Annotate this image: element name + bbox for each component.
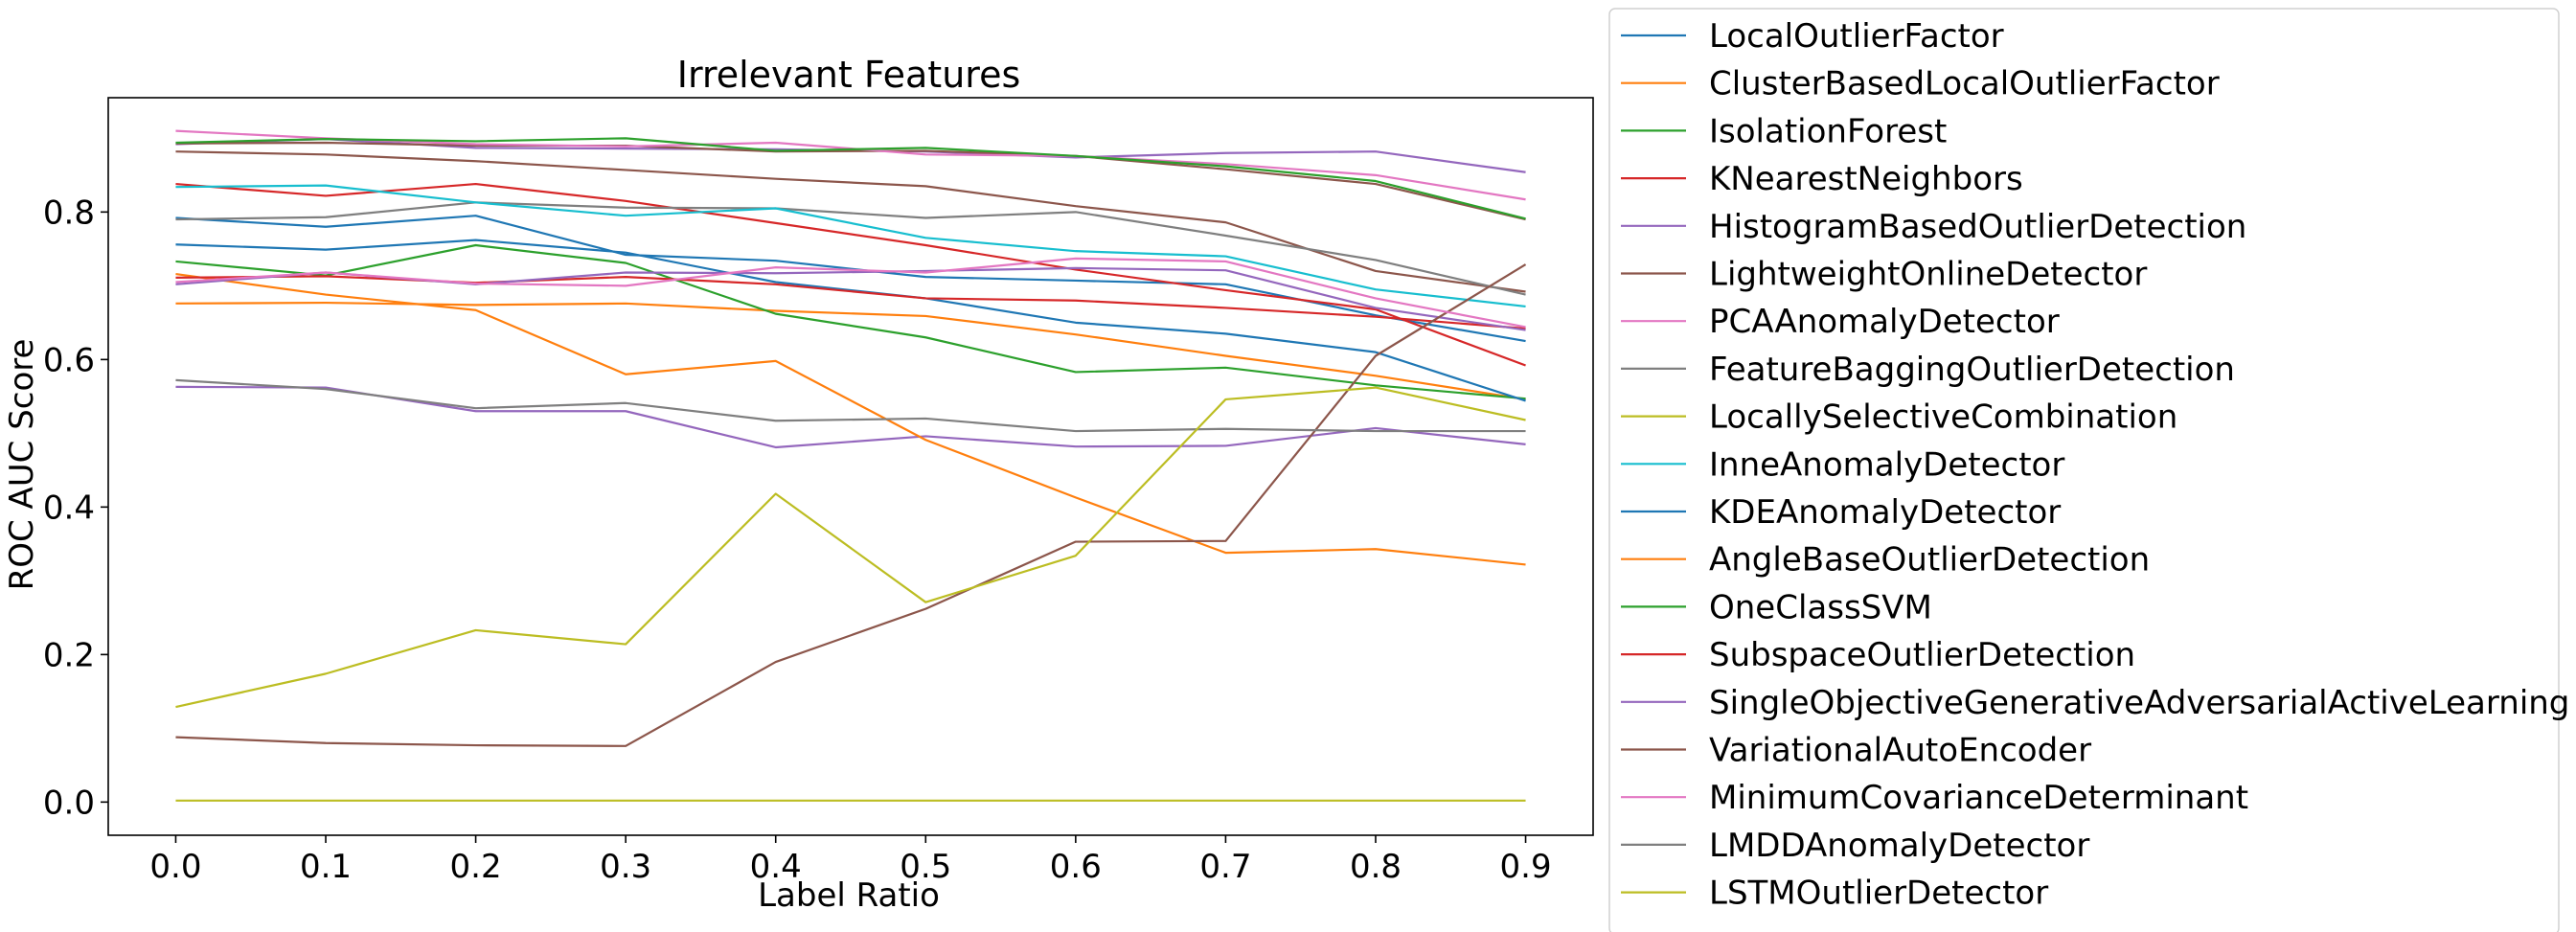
y-tick-label: 0.6 (43, 341, 95, 379)
y-axis-label: ROC AUC Score (3, 339, 41, 591)
legend-label: FeatureBaggingOutlierDetection (1709, 351, 2235, 389)
x-tick-label: 0.4 (750, 848, 802, 886)
legend-label: AngleBaseOutlierDetection (1709, 541, 2150, 580)
legend-label: IsolationForest (1709, 112, 1947, 150)
series-line (175, 275, 1526, 330)
chart-title: Irrelevant Features (677, 54, 1021, 96)
legend-label: LocallySelectiveCombination (1709, 398, 2177, 437)
legend-frame (1608, 8, 2560, 932)
x-tick-label: 0.9 (1500, 848, 1552, 886)
series-line (175, 150, 1526, 293)
x-tick-label: 0.5 (900, 848, 951, 886)
series-line (175, 263, 1527, 747)
legend-label: VariationalAutoEncoder (1709, 732, 2091, 770)
series-line (175, 201, 1526, 296)
legend-label: OneClassSVM (1709, 588, 1932, 626)
x-tick-label: 0.0 (149, 848, 201, 886)
legend-label: MinimumCovarianceDeterminant (1709, 779, 2248, 817)
plot-area: 0.0 0.1 0.2 0.3 0.4 0.5 0.6 0.7 0.8 0.9 0.0 0.2 0.4 0… (43, 97, 1594, 886)
x-tick-label: 0.1 (300, 848, 352, 886)
legend-label: KDEAnomalyDetector (1709, 493, 2061, 532)
series-line (175, 137, 1526, 220)
x-tick-label: 0.8 (1350, 848, 1402, 886)
x-tick-label: 0.6 (1050, 848, 1102, 886)
legend-label: InneAnomalyDetector (1709, 445, 2064, 484)
y-tick-label: 0.8 (43, 193, 95, 232)
series-line (175, 378, 1526, 433)
legend-label: SubspaceOutlierDetection (1709, 636, 2135, 674)
series-line (175, 239, 1526, 402)
x-tick-label: 0.2 (450, 848, 502, 886)
legend-label: PCAAnomalyDetector (1709, 303, 2060, 341)
plot-frame (107, 97, 1594, 836)
series-line (175, 257, 1526, 329)
series-line (175, 182, 1526, 367)
series-line (175, 141, 1526, 221)
x-tick-label: 0.3 (600, 848, 651, 886)
legend: LocalOutlierFactor ClusterBasedLocalOutli… (1608, 8, 2569, 932)
legend-label: KNearestNeighbors (1709, 160, 2023, 198)
series-line (175, 272, 1526, 566)
series-line (175, 301, 1526, 401)
legend-label: ClusterBasedLocalOutlierFactor (1709, 65, 2220, 103)
legend-label: LocalOutlierFactor (1709, 17, 2004, 56)
y-tick-label: 0.4 (43, 489, 95, 527)
legend-label: LMDDAnomalyDetector (1709, 827, 2089, 865)
y-tick-label: 0.0 (43, 784, 95, 822)
x-tick-label: 0.7 (1199, 848, 1251, 886)
legend-label: LSTMOutlierDetector (1709, 875, 2048, 913)
series-line (175, 129, 1526, 201)
legend-label: HistogramBasedOutlierDetection (1709, 208, 2246, 246)
series-line (175, 386, 1526, 709)
series-line (175, 184, 1526, 308)
y-tick-label: 0.2 (43, 636, 95, 674)
legend-label: LightweightOnlineDetector (1709, 256, 2147, 294)
x-axis-label: Label Ratio (758, 876, 940, 915)
series-line (175, 243, 1526, 400)
legend-label: SingleObjectiveGenerativeAdversarialActi… (1709, 684, 2569, 722)
